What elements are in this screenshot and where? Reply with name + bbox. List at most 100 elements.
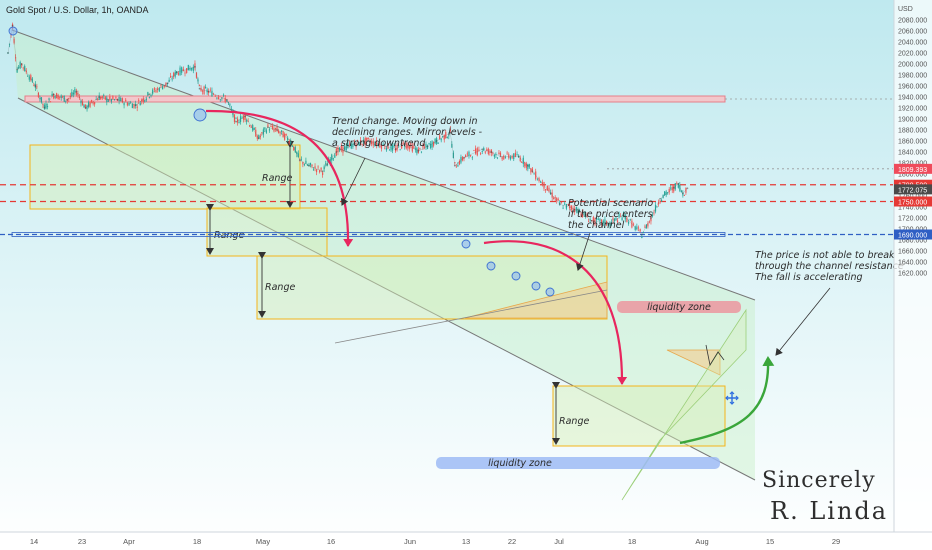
candle-body [244,114,246,121]
price-point [276,129,278,131]
candle-body [513,153,515,160]
candle-body [31,78,33,82]
candle-body [198,85,201,86]
candle-body [683,195,685,196]
candle-body [142,98,144,102]
annotation-pointer [341,157,366,206]
candle-body [299,158,301,160]
candle-body [206,89,208,93]
candle-body [466,153,468,155]
candle-body [171,78,173,80]
candle-body [575,206,577,212]
channel-upper-line [11,29,756,301]
candle-body [530,168,532,173]
candle-body [577,209,579,214]
candle-body [194,63,196,69]
candle-body [37,92,39,97]
candle-body [508,154,510,158]
candle-body [592,217,594,224]
price-point [499,155,502,158]
candle-body [632,223,635,225]
candle-body [141,99,143,102]
time-axis-tick-label: 16 [327,537,335,546]
candle-body [440,138,442,141]
annotation-text-line: Potential scenario [568,198,653,209]
candle-body [465,155,467,158]
candle-body [189,67,191,71]
candle-body [112,96,114,99]
candle-body [107,100,109,102]
candle-body [548,187,550,192]
candle-body [39,97,41,100]
candle-body [621,217,623,221]
price-point [52,93,55,96]
downtrend-channel-fill [12,30,755,480]
price-point [308,164,310,167]
price-point [11,24,14,27]
range-trendline [334,289,608,344]
candle-body [326,164,328,167]
candle-body [65,100,67,102]
candle-body [551,192,553,198]
candle-body [540,181,542,183]
candle-body [586,214,588,218]
candle-body [8,43,11,45]
candle-body [659,201,661,203]
price-point [659,197,661,200]
candle-body [36,86,38,88]
resistance-band [24,95,726,103]
candle-body [348,143,351,145]
candle-body [150,94,152,97]
candle-body [596,218,598,221]
price-point [166,82,169,85]
candle-body [446,136,448,138]
support-band [11,232,726,237]
time-axis-tick-label: Jul [554,537,564,546]
candle-body [63,95,65,102]
candle-body [197,79,199,82]
price-point [686,187,689,190]
price-axis-tick-label: 2060.000 [898,29,927,36]
candle-body [62,96,64,98]
candle-body [48,98,50,100]
price-axis-tick-label: 1920.000 [898,106,927,113]
annotation-pointer [775,287,831,356]
price-point [235,120,237,123]
candle-body [355,144,357,148]
candle-body [393,146,395,148]
time-axis-tick-label: Apr [123,537,135,546]
candle-body [344,146,346,151]
candle-body [53,94,55,98]
candle-body [580,214,582,216]
candle-body [262,129,264,135]
candle-body [519,157,521,162]
candle-body [353,140,356,145]
candle-body [410,143,412,147]
candle-body [160,85,162,86]
price-axis-background [894,0,932,532]
candle-body [612,218,614,221]
candle-body [493,154,495,157]
candle-body [94,101,96,105]
candle-body [179,67,181,76]
price-tag-label: 1809.393 [898,167,927,174]
price-point [417,150,420,152]
range-box [29,144,301,210]
candle-body [516,154,518,156]
candle-body [382,143,384,145]
candle-body [216,97,218,99]
price-point [207,90,210,93]
candle-body [113,99,115,101]
candle-body [163,86,165,87]
candle-body [217,97,220,100]
candle-body [396,144,398,150]
price-tag-label: 1772.075 [898,187,927,194]
candle-body [506,152,508,154]
range-label: Range [214,230,244,241]
candle-body [522,157,524,164]
touch-point-circle [486,261,496,271]
price-point [677,183,680,185]
candle-body [300,159,302,161]
annotation-text-line: The fall is accelerating [755,272,863,283]
candle-body [168,79,170,82]
